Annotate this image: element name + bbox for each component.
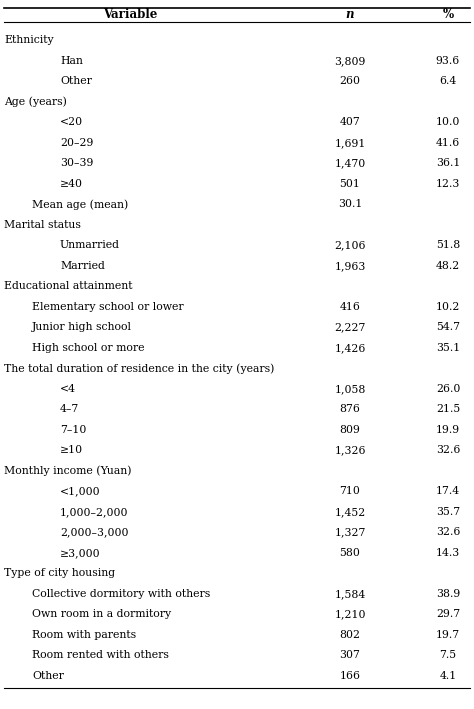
Text: 3,809: 3,809 xyxy=(334,56,365,66)
Text: Own room in a dormitory: Own room in a dormitory xyxy=(32,609,171,619)
Text: 19.9: 19.9 xyxy=(436,425,460,435)
Text: 36.1: 36.1 xyxy=(436,158,460,168)
Text: 1,000–2,000: 1,000–2,000 xyxy=(60,507,128,517)
Text: 260: 260 xyxy=(339,77,361,86)
Text: 10.2: 10.2 xyxy=(436,302,460,312)
Text: 7.5: 7.5 xyxy=(439,650,456,660)
Text: 1,058: 1,058 xyxy=(334,384,365,393)
Text: 2,106: 2,106 xyxy=(334,240,366,250)
Text: 1,470: 1,470 xyxy=(334,158,365,168)
Text: 4.1: 4.1 xyxy=(439,671,456,681)
Text: Type of city housing: Type of city housing xyxy=(4,568,115,579)
Text: 48.2: 48.2 xyxy=(436,261,460,271)
Text: 2,227: 2,227 xyxy=(334,323,365,333)
Text: Collective dormitory with others: Collective dormitory with others xyxy=(32,588,210,598)
Text: 166: 166 xyxy=(339,671,361,681)
Text: 802: 802 xyxy=(339,630,361,640)
Text: Variable: Variable xyxy=(103,9,157,21)
Text: 32.6: 32.6 xyxy=(436,527,460,537)
Text: 30–39: 30–39 xyxy=(60,158,93,168)
Text: 10.0: 10.0 xyxy=(436,117,460,127)
Text: Mean age (mean): Mean age (mean) xyxy=(32,199,128,210)
Text: 30.1: 30.1 xyxy=(338,199,362,209)
Text: n: n xyxy=(346,9,354,21)
Text: 93.6: 93.6 xyxy=(436,56,460,66)
Text: Married: Married xyxy=(60,261,105,271)
Text: 6.4: 6.4 xyxy=(439,77,456,86)
Text: Age (years): Age (years) xyxy=(4,96,67,107)
Text: 51.8: 51.8 xyxy=(436,240,460,250)
Text: 1,210: 1,210 xyxy=(334,609,366,619)
Text: 19.7: 19.7 xyxy=(436,630,460,640)
Text: Han: Han xyxy=(60,56,83,66)
Text: 416: 416 xyxy=(339,302,360,312)
Text: Unmarried: Unmarried xyxy=(60,240,120,250)
Text: 21.5: 21.5 xyxy=(436,404,460,414)
Text: 1,326: 1,326 xyxy=(334,445,366,455)
Text: 38.9: 38.9 xyxy=(436,588,460,598)
Text: High school or more: High school or more xyxy=(32,342,145,353)
Text: 710: 710 xyxy=(339,486,360,496)
Text: 35.7: 35.7 xyxy=(436,507,460,517)
Text: Marital status: Marital status xyxy=(4,220,81,230)
Text: 876: 876 xyxy=(339,404,360,414)
Text: ≥40: ≥40 xyxy=(60,179,83,189)
Text: 32.6: 32.6 xyxy=(436,445,460,455)
Text: Educational attainment: Educational attainment xyxy=(4,281,133,291)
Text: 307: 307 xyxy=(339,650,360,660)
Text: 26.0: 26.0 xyxy=(436,384,460,393)
Text: 12.3: 12.3 xyxy=(436,179,460,189)
Text: 1,963: 1,963 xyxy=(334,261,365,271)
Text: <20: <20 xyxy=(60,117,83,127)
Text: 7–10: 7–10 xyxy=(60,425,86,435)
Text: 2,000–3,000: 2,000–3,000 xyxy=(60,527,128,537)
Text: The total duration of residence in the city (years): The total duration of residence in the c… xyxy=(4,363,274,374)
Text: Room rented with others: Room rented with others xyxy=(32,650,169,660)
Text: Other: Other xyxy=(32,671,64,681)
Text: ≥3,000: ≥3,000 xyxy=(60,548,100,558)
Text: 35.1: 35.1 xyxy=(436,342,460,353)
Text: 501: 501 xyxy=(339,179,360,189)
Text: 4–7: 4–7 xyxy=(60,404,79,414)
Text: 20–29: 20–29 xyxy=(60,138,93,147)
Text: 1,691: 1,691 xyxy=(334,138,365,147)
Text: 1,584: 1,584 xyxy=(334,588,365,598)
Text: 1,426: 1,426 xyxy=(334,342,365,353)
Text: 1,452: 1,452 xyxy=(334,507,365,517)
Text: 17.4: 17.4 xyxy=(436,486,460,496)
Text: <4: <4 xyxy=(60,384,76,393)
Text: 1,327: 1,327 xyxy=(334,527,365,537)
Text: Ethnicity: Ethnicity xyxy=(4,35,54,45)
Text: Elementary school or lower: Elementary school or lower xyxy=(32,302,183,312)
Text: 407: 407 xyxy=(340,117,360,127)
Text: 29.7: 29.7 xyxy=(436,609,460,619)
Text: 809: 809 xyxy=(339,425,360,435)
Text: 14.3: 14.3 xyxy=(436,548,460,558)
Text: 41.6: 41.6 xyxy=(436,138,460,147)
Text: Room with parents: Room with parents xyxy=(32,630,136,640)
Text: ≥10: ≥10 xyxy=(60,445,83,455)
Text: <1,000: <1,000 xyxy=(60,486,100,496)
Text: 580: 580 xyxy=(339,548,360,558)
Text: Other: Other xyxy=(60,77,92,86)
Text: 54.7: 54.7 xyxy=(436,323,460,333)
Text: Junior high school: Junior high school xyxy=(32,323,132,333)
Text: Monthly income (Yuan): Monthly income (Yuan) xyxy=(4,466,131,476)
Text: %: % xyxy=(442,9,454,21)
